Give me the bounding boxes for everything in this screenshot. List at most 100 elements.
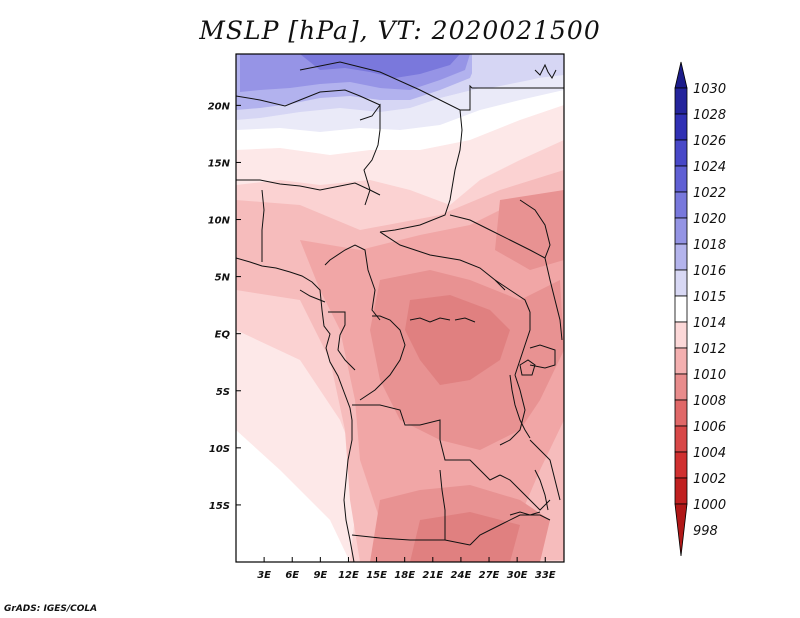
border-congo-drc [359, 315, 406, 401]
colorbar-swatch [674, 139, 688, 167]
border-tanzania [529, 439, 561, 501]
colorbar-bottom-arrow [674, 503, 688, 557]
y-tick-label: 10N [208, 216, 231, 227]
x-tick-label: 12E [338, 570, 359, 581]
colorbar-swatch [674, 191, 688, 219]
colorbar-label: 1022 [693, 186, 726, 201]
border-zambia-east [499, 474, 551, 511]
y-axis: 20N 15N 10N 5N EQ 5S 10S 15S [208, 101, 241, 512]
border-libya-egypt [299, 61, 564, 111]
y-tick-label: 15S [209, 501, 230, 512]
border-nigeria [261, 189, 265, 262]
border-cameroon [324, 244, 381, 321]
colorbar-label: 1028 [693, 108, 726, 123]
colorbar-swatch [674, 217, 688, 245]
border-sahel [236, 179, 381, 196]
colorbar-swatch [674, 425, 688, 453]
colorbar-swatch [674, 399, 688, 427]
colorbar-label: 1020 [693, 212, 726, 227]
colorbar-label: 1026 [693, 134, 726, 149]
river-congo-1 [409, 317, 451, 323]
y-tick-label: 5S [216, 387, 230, 398]
colorbar-swatch [674, 269, 688, 297]
colorbar-swatch [674, 373, 688, 401]
x-tick-label: 6E [285, 570, 299, 581]
border-ss-drc [494, 279, 531, 313]
colorbar-label: 1030 [693, 82, 726, 97]
lake-kariba [509, 511, 541, 516]
coastline-red-sea [534, 63, 557, 79]
map-title: MSLP [hPa], VT: 2020021500 [199, 16, 601, 45]
map-frame [235, 53, 565, 563]
x-tick-label: 30E [507, 570, 528, 581]
coastline-west-africa [236, 257, 355, 562]
y-tick-label: 5N [215, 273, 231, 284]
border-drc-uganda [514, 312, 531, 376]
border-congo-gabon [328, 311, 356, 371]
lake-malawi [534, 469, 549, 511]
x-tick-label: 18E [394, 570, 415, 581]
x-tick-label: 27E [479, 570, 500, 581]
x-tick-label: 24E [451, 570, 472, 581]
border-rwanda [529, 344, 556, 369]
field-east-1009 [495, 190, 564, 270]
x-tick-label: 15E [366, 570, 387, 581]
colorbar-label: 1000 [693, 498, 726, 513]
x-tick-label: 3E [257, 570, 271, 581]
colorbar-label: 1002 [693, 472, 726, 487]
colorbar-swatch [674, 243, 688, 271]
colorbar-top-arrow [674, 61, 688, 89]
colorbar-label: 1004 [693, 446, 726, 461]
border-chad-sudan [379, 109, 463, 233]
colorbar-swatch [674, 87, 688, 115]
lake-tanganyika [509, 374, 531, 439]
colorbar: 1030 1028 1026 1024 1022 1020 1018 1016 1015 1014… [674, 61, 726, 557]
colorbar-swatch [674, 295, 688, 323]
border-drc-east [499, 374, 526, 446]
colorbar-swatch [674, 347, 688, 375]
colorbar-label: 1016 [693, 264, 726, 279]
y-tick-label: 10S [209, 444, 230, 455]
colorbar-label: 1010 [693, 368, 726, 383]
x-tick-label: 9E [313, 570, 327, 581]
border-zambia [439, 469, 446, 540]
field-south-1008 [410, 512, 520, 562]
x-tick-label: 33E [535, 570, 556, 581]
colorbar-swatch [674, 477, 688, 505]
colorbar-swatch [674, 113, 688, 141]
river-congo-2 [454, 317, 476, 323]
border-libya-south [236, 89, 381, 107]
x-axis: 3E 6E 9E 12E 15E 18E 21E 24E 27E 30E 33E [257, 557, 556, 581]
field-north-1022 [300, 54, 460, 78]
border-uganda-kenya [544, 257, 563, 341]
pressure-field [236, 54, 564, 562]
colorbar-label: 1018 [693, 238, 726, 253]
y-tick-label: 20N [208, 101, 231, 112]
border-zimbabwe [469, 514, 551, 546]
border-ethiopia [519, 199, 551, 259]
border-chad-west [359, 103, 381, 206]
border-sudan-ss [449, 214, 546, 259]
colorbar-swatch [674, 321, 688, 349]
colorbar-label: 1014 [693, 316, 726, 331]
field-ocean-south [236, 430, 350, 562]
field-congo-1008 [405, 295, 510, 385]
country-borders [236, 61, 564, 562]
footer-credit: GrADS: IGES/COLA [4, 604, 98, 614]
colorbar-label: 1012 [693, 342, 726, 357]
colorbar-label: 1024 [693, 160, 726, 175]
colorbar-label: 998 [693, 524, 718, 539]
border-angola-south [351, 534, 471, 546]
coastline-gulf [299, 289, 326, 303]
colorbar-label: 1015 [693, 290, 726, 305]
lake-victoria [519, 359, 536, 376]
y-tick-label: EQ [215, 330, 231, 341]
colorbar-label: 1008 [693, 394, 726, 409]
colorbar-swatch [674, 165, 688, 193]
colorbar-swatch [674, 451, 688, 479]
field-ne-1016 [472, 54, 564, 88]
x-tick-label: 21E [422, 570, 443, 581]
border-angola-drc [352, 404, 501, 481]
colorbar-label: 1006 [693, 420, 726, 435]
y-tick-label: 15N [208, 158, 231, 169]
